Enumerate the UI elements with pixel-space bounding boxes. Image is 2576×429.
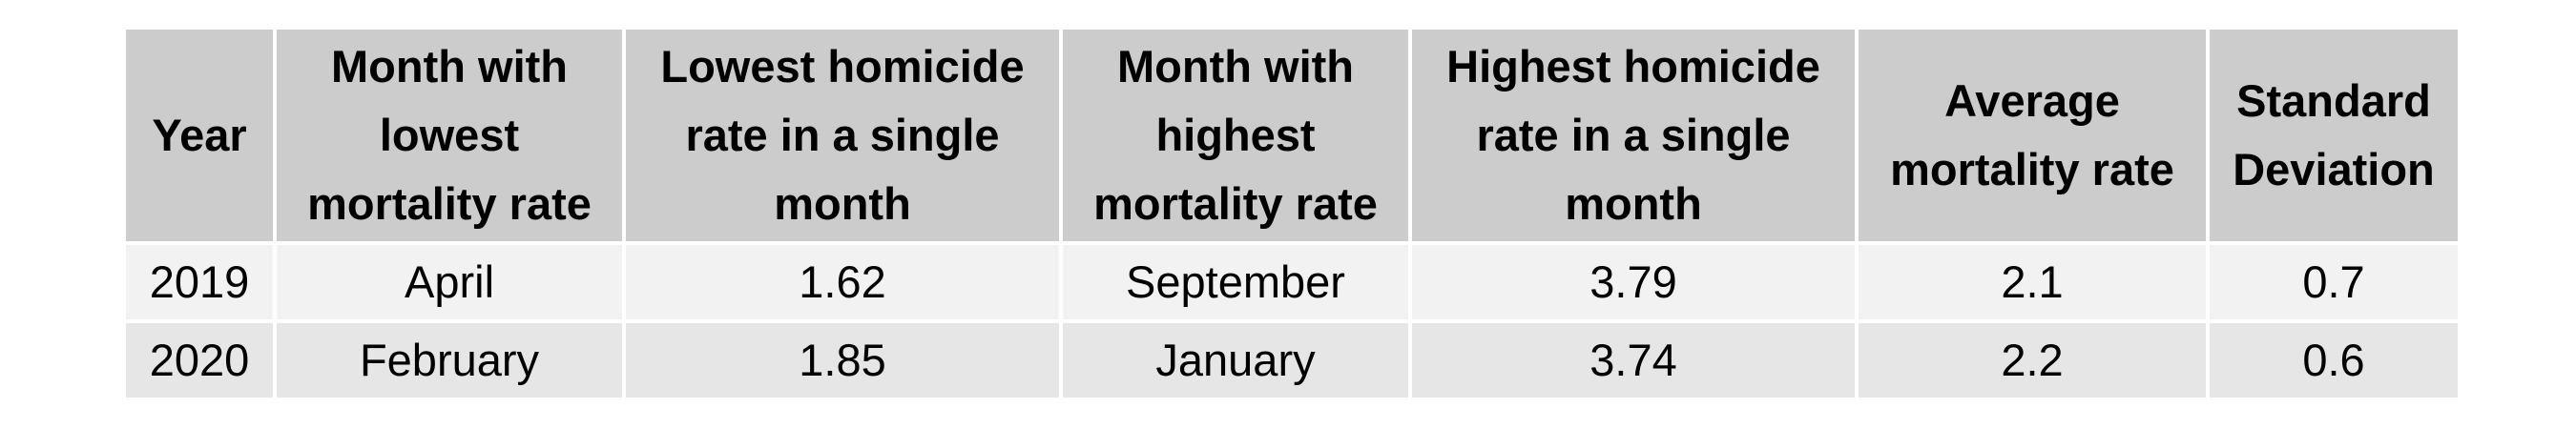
header-year: Year: [122, 26, 277, 245]
cell-average-rate: 2.2: [1855, 319, 2210, 401]
header-lowest-rate: Lowest homicide rate in a single month: [622, 26, 1063, 245]
cell-standard-deviation: 0.7: [2206, 241, 2462, 323]
header-highest-rate: Highest homicide rate in a single month: [1408, 26, 1859, 245]
table-row: 2020 February 1.85 January 3.74 2.2 0.6: [122, 319, 2462, 401]
cell-highest-rate: 3.74: [1408, 319, 1859, 401]
cell-average-rate: 2.1: [1855, 241, 2210, 323]
table-header: Year Month with lowest mortality rate Lo…: [122, 26, 2462, 245]
table-row: 2019 April 1.62 September 3.79 2.1 0.7: [122, 241, 2462, 323]
table-body: 2019 April 1.62 September 3.79 2.1 0.7 2…: [122, 241, 2462, 401]
cell-highest-rate: 3.79: [1408, 241, 1859, 323]
cell-year: 2019: [122, 241, 277, 323]
header-standard-deviation: Standard Deviation: [2206, 26, 2462, 245]
header-lowest-month: Month with lowest mortality rate: [273, 26, 626, 245]
homicide-statistics-table: Year Month with lowest mortality rate Lo…: [122, 26, 2462, 401]
header-highest-month: Month with highest mortality rate: [1059, 26, 1412, 245]
cell-lowest-rate: 1.85: [622, 319, 1063, 401]
cell-lowest-month: April: [273, 241, 626, 323]
cell-highest-month: January: [1059, 319, 1412, 401]
cell-standard-deviation: 0.6: [2206, 319, 2462, 401]
cell-highest-month: September: [1059, 241, 1412, 323]
header-row: Year Month with lowest mortality rate Lo…: [122, 26, 2462, 245]
cell-lowest-rate: 1.62: [622, 241, 1063, 323]
cell-year: 2020: [122, 319, 277, 401]
cell-lowest-month: February: [273, 319, 626, 401]
header-average-rate: Average mortality rate: [1855, 26, 2210, 245]
